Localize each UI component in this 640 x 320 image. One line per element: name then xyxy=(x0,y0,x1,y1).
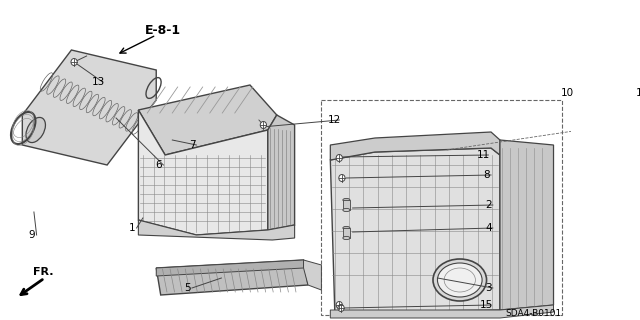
Text: 2: 2 xyxy=(485,200,492,210)
Text: 6: 6 xyxy=(156,160,162,170)
Polygon shape xyxy=(138,85,276,155)
Text: 4: 4 xyxy=(485,223,492,233)
Ellipse shape xyxy=(343,198,350,202)
Ellipse shape xyxy=(438,263,482,297)
Text: 3: 3 xyxy=(485,283,492,293)
Circle shape xyxy=(260,122,266,129)
Polygon shape xyxy=(500,140,554,310)
Text: 12: 12 xyxy=(328,115,341,125)
Text: E-8-1: E-8-1 xyxy=(145,23,180,36)
Text: SDA4-B0101: SDA4-B0101 xyxy=(506,308,562,317)
Polygon shape xyxy=(156,260,303,276)
Text: 13: 13 xyxy=(92,77,105,87)
Text: 1: 1 xyxy=(129,223,136,233)
Polygon shape xyxy=(156,260,308,295)
Polygon shape xyxy=(343,200,350,210)
Polygon shape xyxy=(594,78,623,125)
Text: 11: 11 xyxy=(477,150,490,160)
Polygon shape xyxy=(330,132,500,160)
Polygon shape xyxy=(330,148,500,312)
Polygon shape xyxy=(138,220,294,240)
Ellipse shape xyxy=(343,208,350,212)
Text: 14: 14 xyxy=(636,88,640,98)
Text: 15: 15 xyxy=(480,300,493,310)
Circle shape xyxy=(71,59,77,66)
Text: FR.: FR. xyxy=(33,267,53,277)
Polygon shape xyxy=(343,228,350,238)
Ellipse shape xyxy=(343,236,350,240)
Circle shape xyxy=(623,93,632,102)
Text: 9: 9 xyxy=(29,230,35,240)
Text: 8: 8 xyxy=(483,170,490,180)
Circle shape xyxy=(339,174,345,181)
Ellipse shape xyxy=(343,227,350,230)
Polygon shape xyxy=(330,305,554,318)
Circle shape xyxy=(338,305,344,311)
Ellipse shape xyxy=(433,259,486,301)
Ellipse shape xyxy=(26,117,45,143)
Polygon shape xyxy=(303,260,321,290)
Circle shape xyxy=(336,155,342,162)
Text: 7: 7 xyxy=(189,140,195,150)
Polygon shape xyxy=(138,110,268,235)
Circle shape xyxy=(336,301,342,308)
Text: 5: 5 xyxy=(184,283,191,293)
Polygon shape xyxy=(22,50,156,165)
Text: 10: 10 xyxy=(561,88,573,98)
Polygon shape xyxy=(268,115,294,230)
